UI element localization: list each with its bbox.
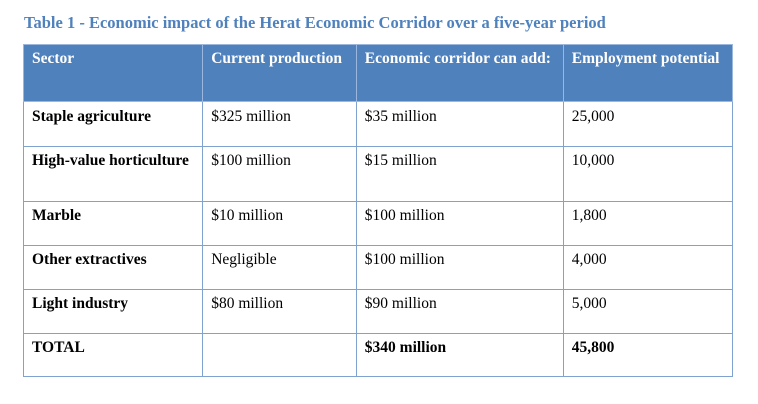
table-row: Marble $10 million $100 million 1,800: [22, 201, 734, 246]
cell-current-production: $100 million: [202, 146, 357, 202]
cell-sector: High-value horticulture: [22, 146, 204, 202]
cell-current-production: [202, 333, 357, 377]
table-total-row: TOTAL $340 million 45,800: [22, 333, 734, 377]
table-caption: Table 1 - Economic impact of the Herat E…: [24, 13, 606, 32]
cell-sector: Light industry: [22, 289, 204, 334]
economic-impact-table: Sector Current production Economic corri…: [22, 44, 734, 377]
cell-corridor-can-add: $35 million: [355, 101, 564, 147]
cell-corridor-can-add: $90 million: [355, 289, 564, 334]
table-row: Staple agriculture $325 million $35 mill…: [22, 101, 734, 147]
cell-employment-potential: 5,000: [562, 289, 734, 334]
cell-current-production: $10 million: [202, 201, 357, 246]
header-employment-potential: Employment potential: [562, 44, 734, 102]
cell-corridor-can-add: $100 million: [355, 201, 564, 246]
cell-employment-potential: 10,000: [562, 146, 734, 202]
cell-employment-potential: 4,000: [562, 245, 734, 290]
cell-employment-potential: 25,000: [562, 101, 734, 147]
cell-sector: TOTAL: [22, 333, 204, 377]
table-row: Light industry $80 million $90 million 5…: [22, 289, 734, 334]
header-sector: Sector: [22, 44, 204, 102]
cell-current-production: $325 million: [202, 101, 357, 147]
cell-corridor-can-add: $340 million: [355, 333, 564, 377]
header-current-production: Current production: [202, 44, 357, 102]
cell-employment-potential: 1,800: [562, 201, 734, 246]
cell-employment-potential: 45,800: [562, 333, 734, 377]
cell-sector: Marble: [22, 201, 204, 246]
header-corridor-can-add: Economic corridor can add:: [355, 44, 564, 102]
cell-corridor-can-add: $100 million: [355, 245, 564, 290]
cell-corridor-can-add: $15 million: [355, 146, 564, 202]
table-header-row: Sector Current production Economic corri…: [22, 44, 734, 102]
table-row: Other extractives Negligible $100 millio…: [22, 245, 734, 290]
cell-sector: Staple agriculture: [22, 101, 204, 147]
table-row: High-value horticulture $100 million $15…: [22, 146, 734, 202]
cell-current-production: Negligible: [202, 245, 357, 290]
cell-current-production: $80 million: [202, 289, 357, 334]
cell-sector: Other extractives: [22, 245, 204, 290]
